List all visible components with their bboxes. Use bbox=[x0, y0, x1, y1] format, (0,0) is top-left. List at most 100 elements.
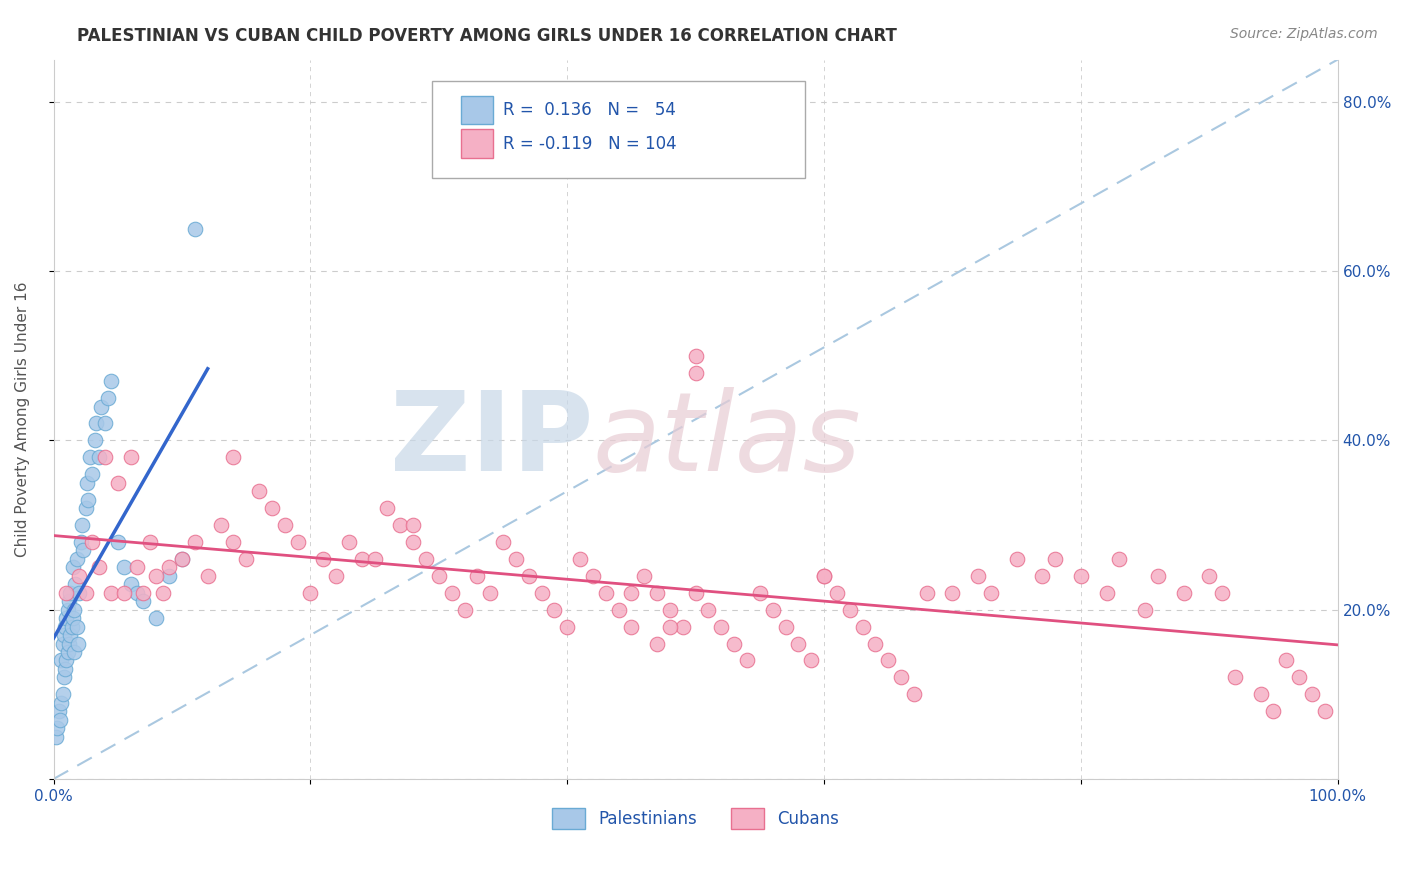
Point bbox=[1275, 653, 1298, 667]
Point bbox=[62, 560, 84, 574]
Point bbox=[65, 577, 87, 591]
Point bbox=[184, 535, 207, 549]
FancyBboxPatch shape bbox=[433, 81, 804, 178]
Point bbox=[838, 602, 860, 616]
Point bbox=[48, 704, 70, 718]
Point bbox=[813, 569, 835, 583]
Point bbox=[75, 586, 97, 600]
Point bbox=[83, 434, 105, 448]
Point bbox=[145, 569, 167, 583]
Point bbox=[479, 586, 502, 600]
Point bbox=[222, 535, 245, 549]
Point bbox=[903, 687, 925, 701]
Legend: Palestinians, Cubans: Palestinians, Cubans bbox=[546, 802, 846, 835]
Point bbox=[100, 586, 122, 600]
Point bbox=[235, 552, 257, 566]
Point bbox=[170, 552, 193, 566]
Point bbox=[890, 670, 912, 684]
Point bbox=[45, 730, 67, 744]
Point bbox=[697, 602, 720, 616]
Point bbox=[505, 552, 527, 566]
Point bbox=[56, 602, 79, 616]
Point bbox=[915, 586, 938, 600]
Point bbox=[595, 586, 617, 600]
Point bbox=[82, 467, 104, 482]
Point bbox=[645, 636, 668, 650]
Point bbox=[685, 349, 707, 363]
Point bbox=[67, 586, 90, 600]
Point bbox=[787, 636, 810, 650]
Point bbox=[112, 586, 135, 600]
Point bbox=[152, 586, 174, 600]
Point bbox=[555, 619, 578, 633]
Point bbox=[184, 222, 207, 236]
Point bbox=[66, 619, 89, 633]
Point bbox=[87, 560, 110, 574]
Text: R = -0.119   N = 104: R = -0.119 N = 104 bbox=[503, 135, 676, 153]
Point bbox=[363, 552, 385, 566]
Text: R =  0.136   N =   54: R = 0.136 N = 54 bbox=[503, 101, 676, 119]
Point bbox=[66, 552, 89, 566]
Point bbox=[63, 602, 86, 616]
Point bbox=[139, 535, 162, 549]
Point bbox=[1147, 569, 1170, 583]
Point bbox=[645, 586, 668, 600]
Point bbox=[112, 560, 135, 574]
Point bbox=[1301, 687, 1323, 701]
Point bbox=[980, 586, 1002, 600]
Point bbox=[120, 450, 142, 465]
Point bbox=[851, 619, 873, 633]
Point bbox=[762, 602, 785, 616]
Point bbox=[209, 518, 232, 533]
Point bbox=[658, 619, 681, 633]
Point bbox=[569, 552, 592, 566]
Point bbox=[96, 391, 118, 405]
Point bbox=[543, 602, 565, 616]
Point bbox=[70, 518, 93, 533]
Point bbox=[620, 619, 643, 633]
Point bbox=[60, 619, 83, 633]
Point bbox=[685, 366, 707, 380]
Point bbox=[69, 535, 91, 549]
Point bbox=[941, 586, 963, 600]
Point bbox=[440, 586, 463, 600]
Point bbox=[775, 619, 797, 633]
Point bbox=[710, 619, 733, 633]
Point bbox=[75, 501, 97, 516]
FancyBboxPatch shape bbox=[461, 95, 492, 124]
Point bbox=[377, 501, 399, 516]
Point bbox=[1288, 670, 1310, 684]
Point bbox=[94, 417, 117, 431]
Point bbox=[1108, 552, 1130, 566]
Point bbox=[51, 653, 73, 667]
Point bbox=[467, 569, 489, 583]
Point bbox=[157, 569, 180, 583]
Point bbox=[620, 586, 643, 600]
Point bbox=[77, 492, 100, 507]
Point bbox=[132, 594, 155, 608]
Point bbox=[125, 586, 148, 600]
Point bbox=[52, 670, 75, 684]
Point bbox=[1133, 602, 1156, 616]
Point bbox=[157, 560, 180, 574]
Point bbox=[723, 636, 745, 650]
Point bbox=[170, 552, 193, 566]
Point bbox=[79, 450, 101, 465]
Point bbox=[325, 569, 347, 583]
Point bbox=[125, 560, 148, 574]
Point bbox=[55, 611, 77, 625]
Point bbox=[1223, 670, 1246, 684]
Point bbox=[1005, 552, 1028, 566]
Point bbox=[337, 535, 360, 549]
Point bbox=[402, 518, 425, 533]
Point bbox=[402, 535, 425, 549]
FancyBboxPatch shape bbox=[461, 129, 492, 158]
Point bbox=[58, 594, 80, 608]
Point bbox=[66, 636, 89, 650]
Point bbox=[877, 653, 900, 667]
Point bbox=[222, 450, 245, 465]
Point bbox=[107, 535, 129, 549]
Point bbox=[672, 619, 695, 633]
Point bbox=[1263, 704, 1285, 718]
Point bbox=[1211, 586, 1233, 600]
